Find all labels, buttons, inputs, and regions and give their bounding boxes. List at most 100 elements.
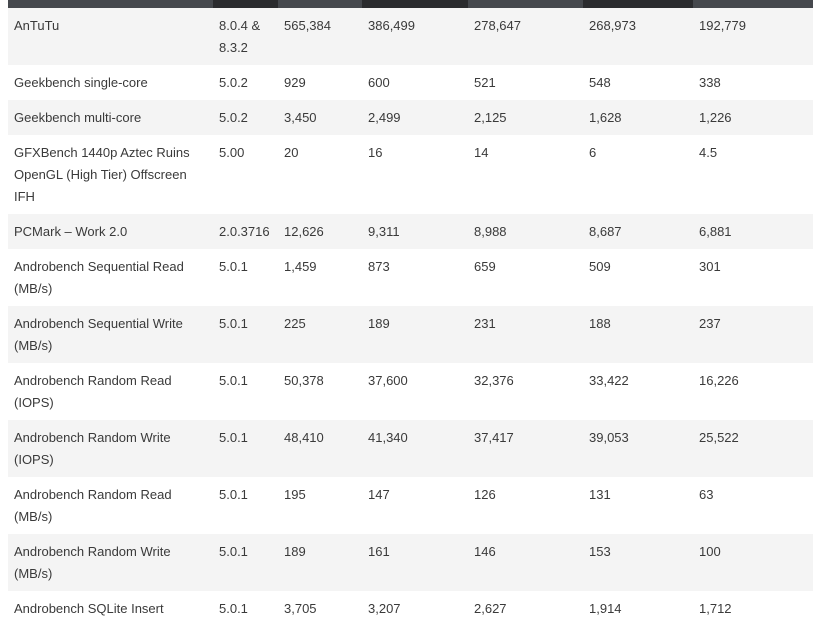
score-cell: 14 <box>468 135 583 214</box>
score-cell: 131 <box>583 477 693 534</box>
score-cell: 338 <box>693 65 813 100</box>
table-header-strip <box>8 0 813 8</box>
score-cell: 16 <box>362 135 468 214</box>
score-cell: 225 <box>278 306 362 363</box>
benchmark-name-cell: Androbench Sequential Write (MB/s) <box>8 306 213 363</box>
version-cell: 5.0.1 <box>213 591 278 626</box>
score-cell: 1,712 <box>693 591 813 626</box>
table-row: Geekbench single-core 5.0.2 929 600 521 … <box>8 65 813 100</box>
version-cell: 5.0.2 <box>213 100 278 135</box>
version-cell: 2.0.3716 <box>213 214 278 249</box>
version-cell: 5.00 <box>213 135 278 214</box>
header-cell <box>278 0 362 8</box>
score-cell: 565,384 <box>278 8 362 65</box>
score-cell: 1,226 <box>693 100 813 135</box>
version-cell: 5.0.1 <box>213 249 278 306</box>
table-row: Geekbench multi-core 5.0.2 3,450 2,499 2… <box>8 100 813 135</box>
benchmark-name-cell: Androbench Random Read (MB/s) <box>8 477 213 534</box>
benchmark-name-cell: AnTuTu <box>8 8 213 65</box>
score-cell: 548 <box>583 65 693 100</box>
score-cell: 189 <box>362 306 468 363</box>
benchmark-table: AnTuTu 8.0.4 & 8.3.2 565,384 386,499 278… <box>8 8 813 626</box>
benchmark-name-cell: GFXBench 1440p Aztec Ruins OpenGL (High … <box>8 135 213 214</box>
score-cell: 268,973 <box>583 8 693 65</box>
score-cell: 33,422 <box>583 363 693 420</box>
score-cell: 37,417 <box>468 420 583 477</box>
score-cell: 8,988 <box>468 214 583 249</box>
score-cell: 147 <box>362 477 468 534</box>
score-cell: 100 <box>693 534 813 591</box>
score-cell: 9,311 <box>362 214 468 249</box>
version-cell: 5.0.1 <box>213 534 278 591</box>
score-cell: 4.5 <box>693 135 813 214</box>
score-cell: 63 <box>693 477 813 534</box>
table-row: PCMark – Work 2.0 2.0.3716 12,626 9,311 … <box>8 214 813 249</box>
score-cell: 3,450 <box>278 100 362 135</box>
score-cell: 16,226 <box>693 363 813 420</box>
score-cell: 126 <box>468 477 583 534</box>
table-row: AnTuTu 8.0.4 & 8.3.2 565,384 386,499 278… <box>8 8 813 65</box>
score-cell: 189 <box>278 534 362 591</box>
benchmark-name-cell: Geekbench multi-core <box>8 100 213 135</box>
table-row: Androbench Random Write (IOPS) 5.0.1 48,… <box>8 420 813 477</box>
benchmark-name-cell: Androbench Random Read (IOPS) <box>8 363 213 420</box>
score-cell: 146 <box>468 534 583 591</box>
score-cell: 195 <box>278 477 362 534</box>
table-row: Androbench Sequential Read (MB/s) 5.0.1 … <box>8 249 813 306</box>
header-cell <box>362 0 468 8</box>
score-cell: 25,522 <box>693 420 813 477</box>
score-cell: 929 <box>278 65 362 100</box>
score-cell: 237 <box>693 306 813 363</box>
score-cell: 39,053 <box>583 420 693 477</box>
score-cell: 2,499 <box>362 100 468 135</box>
score-cell: 301 <box>693 249 813 306</box>
header-cell <box>468 0 583 8</box>
table-row: Androbench Random Read (MB/s) 5.0.1 195 … <box>8 477 813 534</box>
score-cell: 6,881 <box>693 214 813 249</box>
header-cell <box>213 0 278 8</box>
benchmark-name-cell: Androbench Random Write (MB/s) <box>8 534 213 591</box>
header-cell <box>583 0 693 8</box>
score-cell: 2,125 <box>468 100 583 135</box>
score-cell: 386,499 <box>362 8 468 65</box>
benchmark-name-cell: Androbench Sequential Read (MB/s) <box>8 249 213 306</box>
score-cell: 521 <box>468 65 583 100</box>
score-cell: 192,779 <box>693 8 813 65</box>
benchmark-name-cell: Androbench SQLite Insert <box>8 591 213 626</box>
version-cell: 5.0.1 <box>213 306 278 363</box>
score-cell: 32,376 <box>468 363 583 420</box>
score-cell: 6 <box>583 135 693 214</box>
score-cell: 12,626 <box>278 214 362 249</box>
score-cell: 509 <box>583 249 693 306</box>
score-cell: 3,207 <box>362 591 468 626</box>
score-cell: 600 <box>362 65 468 100</box>
table-row: Androbench SQLite Insert 5.0.1 3,705 3,2… <box>8 591 813 626</box>
score-cell: 873 <box>362 249 468 306</box>
benchmark-name-cell: PCMark – Work 2.0 <box>8 214 213 249</box>
score-cell: 161 <box>362 534 468 591</box>
score-cell: 2,627 <box>468 591 583 626</box>
score-cell: 20 <box>278 135 362 214</box>
score-cell: 8,687 <box>583 214 693 249</box>
benchmark-name-cell: Androbench Random Write (IOPS) <box>8 420 213 477</box>
score-cell: 1,914 <box>583 591 693 626</box>
score-cell: 37,600 <box>362 363 468 420</box>
score-cell: 153 <box>583 534 693 591</box>
table-row: Androbench Random Read (IOPS) 5.0.1 50,3… <box>8 363 813 420</box>
score-cell: 278,647 <box>468 8 583 65</box>
version-cell: 5.0.1 <box>213 420 278 477</box>
table-row: GFXBench 1440p Aztec Ruins OpenGL (High … <box>8 135 813 214</box>
header-cell <box>8 0 213 8</box>
table-row: Androbench Sequential Write (MB/s) 5.0.1… <box>8 306 813 363</box>
benchmark-name-cell: Geekbench single-core <box>8 65 213 100</box>
score-cell: 188 <box>583 306 693 363</box>
table-row: Androbench Random Write (MB/s) 5.0.1 189… <box>8 534 813 591</box>
version-cell: 8.0.4 & 8.3.2 <box>213 8 278 65</box>
score-cell: 231 <box>468 306 583 363</box>
score-cell: 1,459 <box>278 249 362 306</box>
header-cell <box>693 0 813 8</box>
score-cell: 1,628 <box>583 100 693 135</box>
version-cell: 5.0.1 <box>213 363 278 420</box>
score-cell: 50,378 <box>278 363 362 420</box>
score-cell: 659 <box>468 249 583 306</box>
